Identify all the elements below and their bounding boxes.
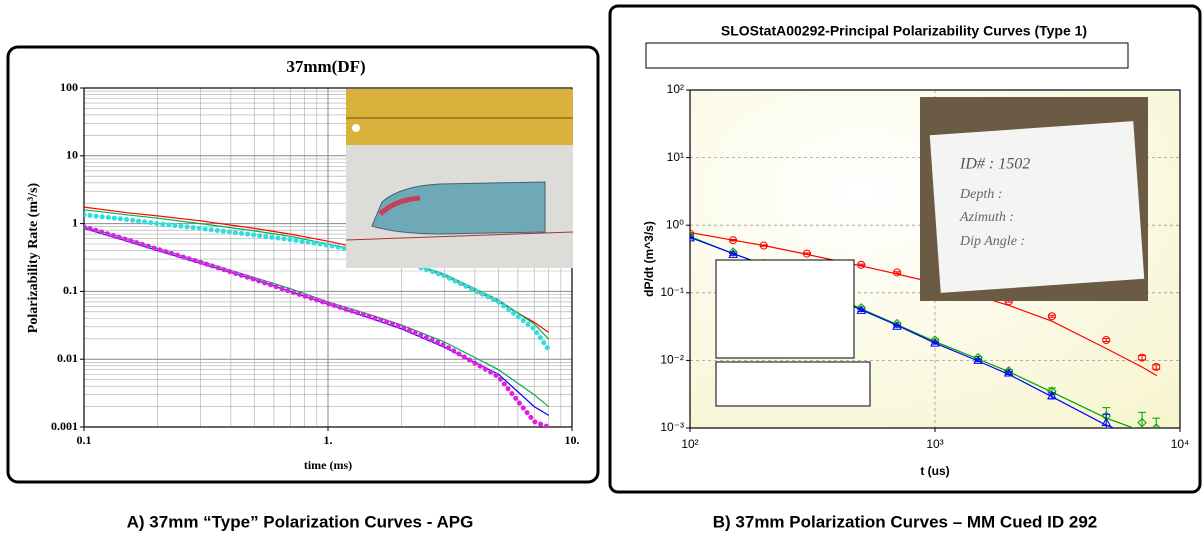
y-tick-label: 0.01 xyxy=(57,351,78,365)
series-line xyxy=(84,224,551,427)
caption: A) 37mm “Type” Polarization Curves - APG xyxy=(127,512,474,531)
error-bar xyxy=(893,324,902,328)
x-tick-label: 10. xyxy=(565,433,580,447)
error-bar xyxy=(729,253,738,256)
photo xyxy=(345,89,574,268)
marker xyxy=(1003,368,1014,377)
y-tick-label: 100 xyxy=(60,80,78,94)
svg-text:Azimuth :: Azimuth : xyxy=(959,210,1014,225)
y-tick-label: 10¹ xyxy=(667,150,684,164)
svg-text:Dip Angle :: Dip Angle : xyxy=(959,234,1025,249)
chart-title: SLOStatA00292-Principal Polarizability C… xyxy=(721,23,1087,39)
y-tick-label: 10⁻¹ xyxy=(660,285,684,299)
svg-text:Depth :: Depth : xyxy=(959,187,1002,202)
error-bar xyxy=(857,263,866,266)
x-tick-label: 10³ xyxy=(926,437,943,451)
x-tick-label: 0.1 xyxy=(77,433,92,447)
marker xyxy=(1047,312,1056,321)
error-bar xyxy=(1138,411,1147,428)
error-bar xyxy=(1138,355,1147,361)
error-bar xyxy=(1047,314,1056,318)
error-bar xyxy=(931,341,939,345)
y-tick-label: 0.001 xyxy=(51,419,78,433)
y-tick-label: 1 xyxy=(72,215,78,229)
marker xyxy=(690,230,695,241)
y-tick-label: 10 xyxy=(66,148,78,162)
x-axis-label: time (ms) xyxy=(304,458,352,472)
photo: ID# : 1502 Depth : Azimuth : Dip Angle : xyxy=(920,97,1148,301)
error-bar xyxy=(1102,413,1111,428)
y-tick-label: 10² xyxy=(667,82,684,96)
series-layer xyxy=(690,229,1161,428)
error-bar xyxy=(974,358,983,363)
series-layer xyxy=(84,206,551,427)
legend-box xyxy=(645,42,1129,69)
svg-text:ID# : 1502: ID# : 1502 xyxy=(959,156,1030,173)
error-bar xyxy=(1047,392,1056,400)
caption: B) 37mm Polarization Curves – MM Cued ID… xyxy=(713,512,1098,531)
marker xyxy=(728,247,738,257)
help-box xyxy=(715,361,871,407)
error-bar xyxy=(802,252,811,255)
y-axis-label: dP/dt (m^3/s) xyxy=(642,221,656,297)
marker xyxy=(759,241,768,250)
error-bar xyxy=(893,271,902,274)
y-tick-label: 10⁰ xyxy=(666,217,684,231)
x-tick-label: 1. xyxy=(324,433,333,447)
y-tick-label: 10⁻³ xyxy=(660,420,684,434)
marker xyxy=(1102,336,1111,345)
error-bar xyxy=(729,238,738,242)
annotation-box xyxy=(715,259,855,359)
x-tick-label: 10⁴ xyxy=(1171,437,1190,451)
marker xyxy=(1152,362,1161,371)
error-bar xyxy=(690,236,694,240)
error-bar xyxy=(1102,338,1111,343)
series-line xyxy=(84,212,551,352)
marker xyxy=(893,268,902,277)
x-tick-label: 10² xyxy=(681,437,698,451)
error-bar xyxy=(1152,417,1161,428)
y-axis-label: Polarizability Rate (m³/s) xyxy=(26,182,41,333)
plot-frame xyxy=(689,89,1181,429)
error-bar xyxy=(1152,364,1161,370)
marker xyxy=(1151,423,1161,428)
chart-title: 37mm(DF) xyxy=(286,57,365,76)
error-bar xyxy=(1004,371,1013,375)
error-bar xyxy=(759,244,768,247)
y-tick-label: 10⁻² xyxy=(660,353,684,367)
x-axis-label: t (us) xyxy=(920,464,949,478)
marker xyxy=(729,236,738,245)
marker xyxy=(856,305,867,314)
y-tick-label: 0.1 xyxy=(63,283,78,297)
marker xyxy=(1138,353,1147,362)
error-bar xyxy=(857,308,866,312)
